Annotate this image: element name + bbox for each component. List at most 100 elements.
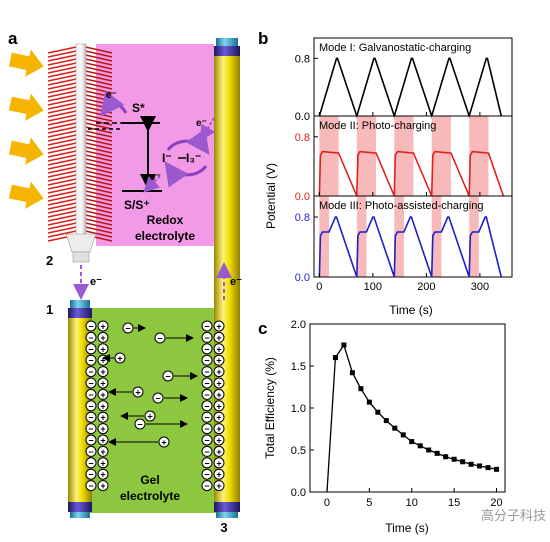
anion-icon — [122, 322, 134, 334]
sunlight-arrow-icon — [8, 93, 44, 121]
anion-icon — [201, 320, 213, 332]
nanotube-strand — [47, 193, 82, 202]
y-tick-label: 0.8 — [295, 212, 310, 224]
nanotube-strand — [47, 65, 82, 74]
mode-title: Mode I: Galvanostatic-charging — [319, 42, 471, 54]
ion-sign: − — [88, 481, 93, 491]
anion-icon — [134, 418, 146, 430]
ion-sign: + — [216, 470, 221, 480]
cation-icon — [97, 400, 109, 412]
nanotube-strand — [47, 69, 82, 78]
ion-sign: − — [88, 322, 93, 332]
ion-sign: + — [216, 356, 221, 366]
cation-icon — [97, 445, 109, 457]
ion-sign: + — [216, 458, 221, 468]
ion-sign: + — [100, 367, 105, 377]
anion-icon — [201, 468, 213, 480]
cation-icon — [213, 320, 225, 332]
nanotube-strand — [47, 189, 82, 198]
anion-icon — [85, 457, 97, 469]
nanotube-strand — [47, 217, 82, 226]
ion-sign: + — [216, 333, 221, 343]
anion-icon — [201, 411, 213, 423]
cation-icon — [97, 457, 109, 469]
data-point — [426, 447, 432, 453]
cation-icon — [114, 352, 126, 364]
anion-icon — [201, 331, 213, 343]
panel-c-letter: c — [258, 319, 267, 338]
nanotube-strand — [47, 201, 82, 210]
panel-b: b Mode I: Galvanostatic-charging 0.0 0.8 Mo… — [258, 29, 513, 317]
sunlight-arrows — [8, 49, 44, 209]
ion-sign: + — [117, 354, 122, 364]
light-on-band — [431, 116, 451, 196]
plot-frame — [313, 195, 513, 278]
mode-title: Mode II: Photo-charging — [319, 120, 436, 132]
ion-sign: − — [204, 458, 209, 468]
ion-sign: + — [100, 322, 105, 332]
anion-icon — [85, 445, 97, 457]
cation-icon — [97, 320, 109, 332]
nanotube-strand — [47, 105, 82, 114]
ion-sign: − — [88, 344, 93, 354]
ion-sign: + — [100, 333, 105, 343]
anion-icon — [201, 480, 213, 492]
ion-sign: + — [216, 322, 221, 332]
ion-sign: − — [137, 420, 142, 430]
nanotube-strand — [47, 45, 82, 54]
photoanode-fiber — [47, 43, 113, 263]
ion-sign: − — [204, 470, 209, 480]
nanotube-strand — [47, 181, 82, 190]
data-point — [468, 461, 474, 467]
anion-icon — [201, 354, 213, 366]
ion-sign: − — [204, 322, 209, 332]
ion-sign: + — [216, 344, 221, 354]
x-tick-label: 200 — [417, 281, 435, 293]
light-on-band — [394, 116, 414, 196]
cation-icon — [213, 377, 225, 389]
ion-sign: − — [204, 333, 209, 343]
anion-icon — [162, 370, 174, 382]
nanotube-strand — [47, 165, 82, 174]
panel-a: a S* S/S⁺ e⁻ — [8, 29, 242, 535]
nanotube-strand — [47, 209, 82, 218]
nanotube-strand — [47, 101, 82, 110]
cation-icon — [213, 331, 225, 343]
data-point — [434, 450, 440, 456]
cation-icon — [213, 434, 225, 446]
y-tick-label: 1.5 — [291, 361, 306, 373]
cation-icon — [213, 400, 225, 412]
ion-sign: − — [88, 436, 93, 446]
data-point — [477, 463, 483, 469]
nanotube-strand — [47, 113, 82, 122]
ion-sign: + — [216, 390, 221, 400]
ion-sign: − — [157, 334, 162, 344]
cation-icon — [97, 480, 109, 492]
ion-sign: + — [100, 424, 105, 434]
ion-sign: − — [204, 344, 209, 354]
mode-title: Mode III: Photo-assisted-charging — [319, 200, 483, 212]
y-tick-label: 0.0 — [291, 487, 306, 499]
nanotube-strand — [47, 157, 82, 166]
ion-sign: + — [216, 424, 221, 434]
ion-sign: + — [135, 388, 140, 398]
panel-b-xlabel: Time (s) — [389, 303, 433, 317]
ion-sign: + — [100, 436, 105, 446]
nanotube-strand — [47, 77, 82, 86]
x-tick-label: 300 — [471, 281, 489, 293]
ion-sign: + — [100, 458, 105, 468]
anion-icon — [85, 468, 97, 480]
anion-icon — [201, 445, 213, 457]
ion-sign: + — [100, 344, 105, 354]
y-tick-label: 0.0 — [295, 191, 310, 203]
nanotube-strand — [47, 197, 82, 206]
electron-label: e⁻ — [106, 90, 117, 101]
y-tick-label: 1.0 — [291, 403, 306, 415]
anion-icon — [85, 366, 97, 378]
nanotube-strand — [47, 177, 82, 186]
ion-sign: − — [204, 367, 209, 377]
cation-icon — [158, 436, 170, 448]
anion-icon — [85, 388, 97, 400]
ion-sign: + — [147, 412, 152, 422]
series-line — [318, 216, 503, 278]
